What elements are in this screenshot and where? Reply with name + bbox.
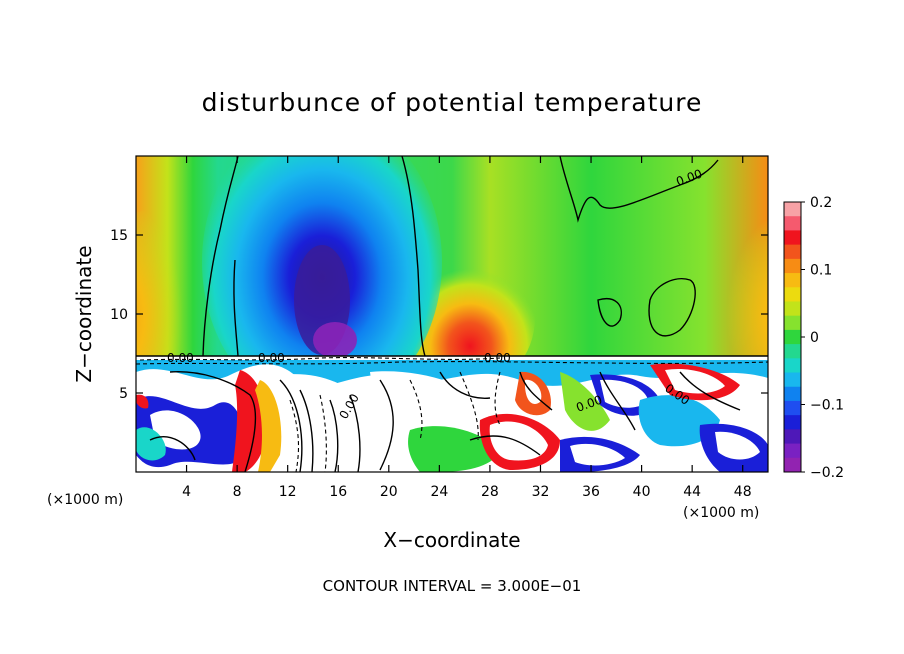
colorbar-swatch	[784, 202, 801, 217]
colorbar-label: 0	[810, 330, 819, 346]
colorbar-swatch	[784, 258, 801, 274]
x-axis-title: X−coordinate	[383, 528, 520, 552]
colorbar-swatch	[784, 244, 801, 260]
colorbar-swatch	[784, 230, 801, 246]
warm-region-right	[705, 220, 768, 380]
colorbar-swatch	[784, 344, 801, 359]
colorbar-swatch	[784, 315, 801, 331]
y-axis-title: Z−coordinate	[72, 245, 96, 382]
field-layer: 0.00 0.00 0.00 0.00 0.00 0.00 0.00	[136, 156, 768, 472]
contour-lines-dashed	[136, 357, 768, 472]
colorbar-swatch	[784, 429, 801, 445]
x-tick-label: 12	[279, 484, 297, 500]
colorbar-label: −0.1	[810, 398, 844, 414]
x-axis: 4 8 12 16 20 24 28 32 36 40 44 48	[182, 156, 752, 500]
x-tick-label: 48	[734, 484, 752, 500]
colorbar-swatch	[784, 216, 801, 231]
chart-title: disturbunce of potential temperature	[202, 88, 703, 117]
x-tick-label: 16	[329, 484, 347, 500]
x-tick-label: 24	[430, 484, 448, 500]
colorbar-label: −0.2	[810, 465, 844, 481]
colorbar-swatch	[784, 415, 801, 430]
colorbar-swatch	[784, 287, 801, 302]
cold-plume-base	[313, 322, 357, 358]
x-tick-label: 20	[380, 484, 398, 500]
colorbar-swatch	[784, 329, 801, 345]
colorbar-swatch	[784, 273, 801, 288]
x-tick-label: 40	[633, 484, 651, 500]
contour-interval: CONTOUR INTERVAL = 3.000E−01	[323, 577, 582, 595]
colorbar-swatch	[784, 457, 801, 473]
contour-lines	[136, 156, 768, 472]
x-unit-right: (×1000 m)	[683, 505, 759, 521]
colorbar-swatch	[784, 400, 801, 416]
x-tick-label: 8	[233, 484, 242, 500]
y-tick-label: 15	[110, 228, 128, 244]
contour-label: 0.00	[167, 351, 194, 365]
x-unit-left: (×1000 m)	[47, 492, 123, 508]
x-tick-label: 36	[582, 484, 600, 500]
warm-region-left	[136, 210, 205, 390]
x-tick-label: 32	[532, 484, 550, 500]
colorbar-label: 0.1	[810, 263, 832, 279]
colorbar-swatch	[784, 443, 801, 459]
colorbar-swatch	[784, 358, 801, 374]
contour-label: 0.00	[258, 351, 285, 365]
y-axis: 5 10 15	[110, 228, 768, 402]
colorbar-swatch	[784, 301, 801, 317]
colorbar-label: 0.2	[810, 195, 832, 211]
colorbar: 0.2 0.1 0 −0.1 −0.2	[783, 195, 844, 481]
colorbar-swatch	[784, 372, 801, 388]
x-tick-label: 28	[481, 484, 499, 500]
colorbar-swatch	[784, 386, 801, 402]
x-tick-label: 4	[182, 484, 191, 500]
y-tick-label: 10	[110, 307, 128, 323]
x-tick-label: 44	[683, 484, 701, 500]
contour-label: 0.00	[484, 351, 511, 365]
y-tick-label: 5	[119, 386, 128, 402]
